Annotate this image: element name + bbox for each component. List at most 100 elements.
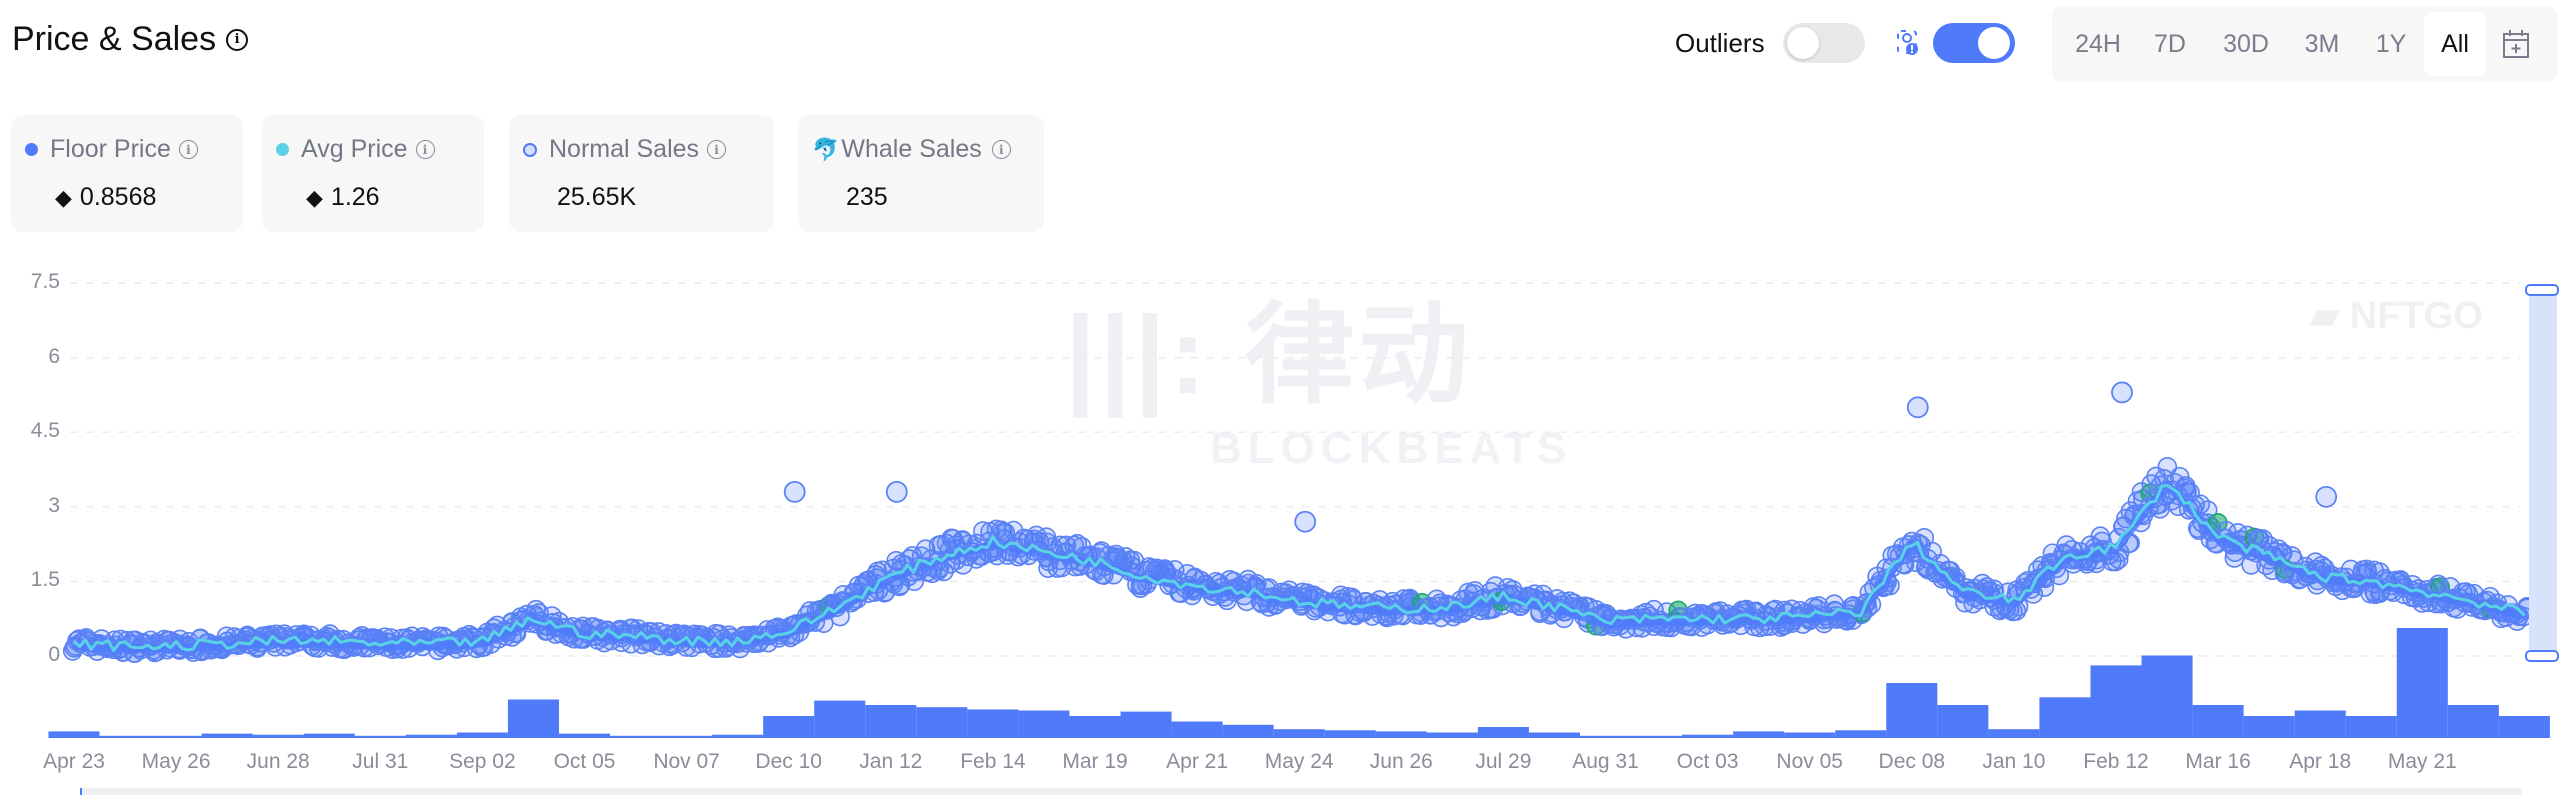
volume-bar [2090,665,2142,738]
info-icon[interactable]: i [991,140,1011,159]
x-tick-label: Jul 29 [1475,750,1532,773]
x-tick-label: May 24 [1264,750,1334,773]
x-zoom-slider[interactable] [80,788,2522,795]
volume-bar [150,735,202,738]
y-tick-label: 1.5 [30,568,60,592]
page-title: Price & Sales i [12,20,249,59]
range-3m-button[interactable]: 3M [2304,29,2340,58]
x-tick-label: Nov 07 [653,750,720,773]
volume-bar [1988,729,2040,738]
x-tick-label: Jul 31 [352,750,409,773]
volume-bar [763,716,815,738]
range-all-button[interactable]: All [2424,12,2486,76]
volume-bar [558,733,611,738]
normal-sales-label-row: Normal Sales i [523,135,727,164]
volume-bar [2141,655,2193,738]
volume-bar [1886,683,1938,738]
volume-bar [1120,711,1172,738]
volume-bar [1682,734,1734,738]
volume-bar [507,699,559,738]
calendar-add-icon[interactable] [2486,12,2546,76]
outliers-toggle[interactable] [1783,23,1865,63]
volume-bar [1273,729,1325,738]
title-text: Price & Sales [12,20,217,58]
volume-bar [814,700,866,738]
floor-price-label: Floor Price [50,135,171,163]
volume-bar [1784,732,1836,738]
range-24h-button[interactable]: 24H [2075,29,2121,58]
y-tick-label: 4.5 [30,419,60,443]
info-icon[interactable]: i [226,28,249,51]
y-tick-label: 0 [48,643,60,666]
normal-sale-point [1003,520,1024,541]
x-tick-label: Feb 12 [2083,750,2149,773]
info-icon[interactable]: i [707,140,727,159]
avg-price-card: Avg Price i ◆ 1.26 [262,115,484,232]
time-range-selector: 24H 7D 30D 3M 1Y All [2052,6,2557,82]
info-icon[interactable]: i [178,140,198,159]
whale-filter-toggle[interactable] [1933,23,2015,63]
y-zoom-slider[interactable] [2525,284,2559,662]
volume-bar [48,731,100,738]
x-tick-label: Apr 23 [43,750,105,773]
volume-bar [303,733,355,738]
x-tick-label: Aug 31 [1572,750,1639,773]
volume-bar [661,735,713,738]
volume-bar [1375,731,1427,738]
floor-price-value: 0.8568 [79,183,157,211]
blockbeats-watermark: |||: 律动 [1065,294,1473,417]
volume-bar [2243,716,2295,738]
x-tick-label: Oct 05 [553,750,616,773]
volume-bar [1222,724,1274,738]
volume-bar [2039,697,2091,738]
info-icon[interactable]: i [415,140,435,159]
volume-bar [1579,735,1632,738]
volume-bar [2294,710,2346,738]
volume-bar [99,735,151,738]
outlier-sale-point [2315,485,2338,508]
range-7d-button[interactable]: 7D [2154,29,2186,58]
volume-bar [252,734,304,738]
slider-top-handle[interactable] [2525,284,2559,296]
nftgo-watermark: ▰ NFTGO [2310,295,2483,337]
volume-bar [1733,731,1785,738]
whale-alert-icon [1896,28,1920,58]
toggle-knob [1787,27,1819,59]
x-tick-label: Jan 12 [859,750,923,773]
x-tick-label: May 26 [141,750,211,773]
normal-sales-ring-icon [523,142,537,157]
range-30d-button[interactable]: 30D [2223,29,2269,58]
avg-price-value: 1.26 [330,183,380,211]
slider-bottom-handle[interactable] [2525,650,2559,662]
whale-sales-label-row: 🐬 Whale Sales i [812,135,1011,164]
normal-sales-value: 25.65K [557,183,637,211]
volume-bar [1426,732,1478,738]
volume-bar [354,735,406,738]
y-tick-label: 7.5 [30,270,60,293]
volume-bar [610,735,662,738]
outliers-label: Outliers [1675,28,1765,58]
x-tick-label: Jan 10 [1982,750,2046,773]
whale-icon: 🐬 [812,136,840,162]
eth-icon: ◆ [55,184,72,210]
volume-bar [405,734,457,738]
volume-bar [2192,705,2244,738]
volume-bar [1835,730,1887,738]
x-tick-label: Feb 14 [960,750,1026,773]
volume-bar [1324,730,1376,738]
avg-price-value-row: ◆ 1.26 [306,183,380,212]
x-tick-label: Sep 02 [449,750,516,773]
volume-bar [1528,732,1580,738]
x-tick-label: Jun 28 [246,750,310,773]
avg-price-label-row: Avg Price i [276,135,435,164]
volume-bar [456,732,508,738]
outlier-sale-point [1906,396,1929,419]
x-tick-label: Mar 19 [1062,750,1128,773]
y-tick-label: 6 [48,344,60,368]
volume-bar [2396,628,2448,738]
x-tick-label: Jun 26 [1369,750,1433,773]
x-tick-label: Apr 21 [1166,750,1229,773]
volume-bar [916,707,968,738]
range-1y-button[interactable]: 1Y [2375,29,2407,58]
